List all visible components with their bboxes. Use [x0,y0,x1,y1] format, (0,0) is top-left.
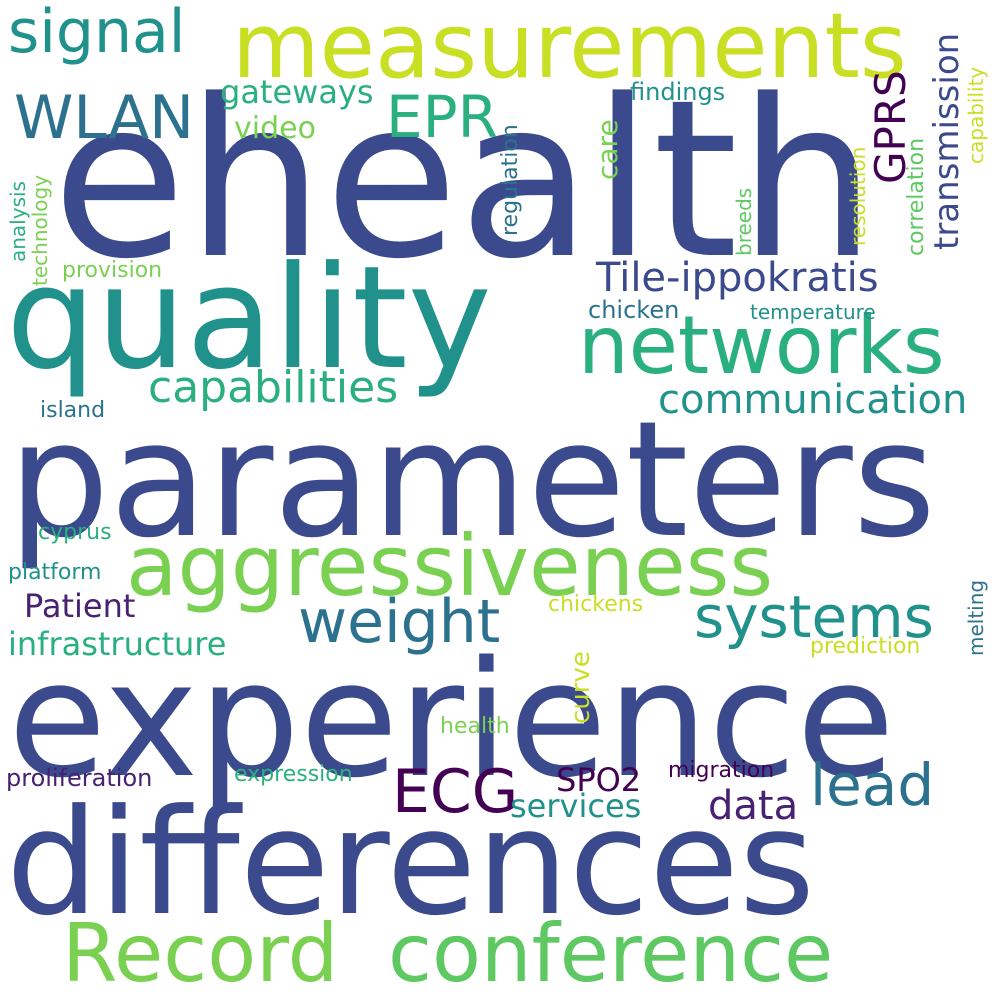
word-infrastructure: infrastructure [8,625,227,663]
word-differences: differences [6,778,815,948]
word-communication: communication [658,377,968,423]
word-networks: networks [578,299,945,392]
word-conference: conference [388,907,834,1000]
word-aggressiveness: aggressiveness [126,517,774,615]
word-services: services [510,787,642,825]
word-analysis: analysis [6,181,30,262]
word-video: video [234,111,316,146]
word-breeds: breeds [732,187,756,256]
word-capability: capability [964,66,988,164]
word-quality: quality [6,236,492,401]
word-epr: EPR [386,83,498,151]
word-correlation: correlation [904,137,929,256]
word-care: care [591,119,624,180]
word-record: Record [62,907,339,1000]
word-wlan: WLAN [14,83,195,153]
word-island: island [40,398,106,423]
word-health: health [440,714,510,739]
word-resolution: resolution [846,146,870,246]
word-expression: expression [234,762,353,787]
word-cyprus: cyprus [38,520,112,545]
word-systems: systems [694,583,934,651]
word-migration: migration [668,758,775,783]
word-patient: Patient [24,587,136,625]
word-tile-ippokratis: Tile-ippokratis [596,255,879,301]
word-provision: provision [62,258,163,283]
word-ecg: ECG [392,757,519,827]
word-lead: lead [810,751,935,819]
word-parameters: parameters [8,386,937,573]
word-chickens: chickens [548,592,644,617]
word-prediction: prediction [810,634,921,659]
word-spo2: SPO2 [556,761,642,799]
word-weight: weight [298,587,501,657]
word-transmission: transmission [927,32,967,250]
word-data: data [708,783,799,829]
word-capabilities: capabilities [148,362,399,413]
word-ehealth: ehealth [52,54,877,307]
word-experience: experience [8,626,895,813]
word-melting: melting [964,579,988,656]
word-curve: curve [566,651,596,724]
word-signal: signal [8,0,186,67]
word-regulation: regulation [498,124,523,236]
word-technology: technology [28,174,52,286]
word-proliferation: proliferation [6,764,153,792]
word-chicken: chicken [588,296,680,324]
word-platform: platform [8,560,102,585]
word-findings: findings [630,78,726,106]
word-measurements: measurements [232,0,907,99]
word-gateways: gateways [220,73,374,111]
word-temperature: temperature [750,300,876,324]
